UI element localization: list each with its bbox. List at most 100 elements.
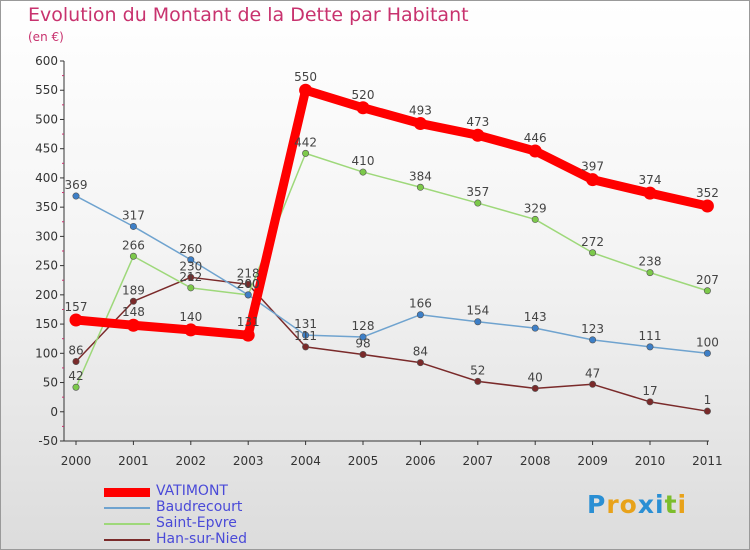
data-label: 131 [237, 315, 260, 329]
data-point [531, 215, 539, 223]
y-tick-label: 0 [50, 405, 58, 419]
data-point [589, 380, 597, 388]
logo-letter: P [587, 490, 607, 519]
data-label: 189 [122, 283, 145, 297]
logo-letter: i [655, 490, 665, 519]
data-label: 397 [581, 160, 604, 174]
data-label: 550 [294, 70, 317, 84]
data-label: 100 [696, 335, 719, 349]
data-point [471, 128, 485, 142]
data-point [359, 350, 367, 358]
data-point [184, 323, 198, 337]
data-point [413, 117, 427, 131]
data-point [302, 149, 310, 157]
data-label: 384 [409, 169, 432, 183]
y-tick-label: 400 [35, 171, 58, 185]
data-label: 200 [237, 277, 260, 291]
data-point [703, 349, 711, 357]
data-point [126, 318, 140, 332]
data-point [703, 287, 711, 295]
data-label: 329 [524, 201, 547, 215]
data-label: 369 [65, 178, 88, 192]
data-point [646, 398, 654, 406]
data-point [129, 252, 137, 260]
series-line-han-sur-nied [75, 276, 709, 412]
chart-title: Evolution du Montant de la Dette par Hab… [28, 4, 469, 26]
data-point [187, 273, 195, 281]
x-tick-label: 2001 [118, 454, 149, 468]
data-label: 357 [466, 185, 489, 199]
y-tick-label: 100 [35, 346, 58, 360]
data-point [700, 199, 714, 213]
data-label: 143 [524, 310, 547, 324]
data-point [359, 168, 367, 176]
y-tick-label: 500 [35, 112, 58, 126]
data-point [129, 297, 137, 305]
proxiti-logo: Proxiti [587, 490, 687, 519]
data-point [528, 144, 542, 158]
data-label: 317 [122, 208, 145, 222]
legend-swatch [104, 523, 150, 525]
data-point [643, 186, 657, 200]
series-line-saint-epvre [75, 152, 709, 388]
legend-swatch [104, 507, 150, 509]
data-label: 352 [696, 186, 719, 200]
logo-letter: t [664, 490, 678, 519]
data-label: 131 [294, 317, 317, 331]
data-label: 42 [68, 369, 83, 383]
data-point [129, 222, 137, 230]
logo-letter: i [677, 490, 688, 519]
data-point [586, 173, 600, 187]
data-label: 86 [68, 343, 83, 357]
data-point [474, 318, 482, 326]
y-tick-label: 300 [35, 229, 58, 243]
data-label: 157 [65, 300, 88, 314]
data-label: 166 [409, 297, 432, 311]
data-point [72, 357, 80, 365]
legend-label: Baudrecourt [156, 499, 243, 515]
data-point [72, 192, 80, 200]
legend-label: Han-sur-Nied [156, 531, 247, 547]
x-tick-label: 2000 [61, 454, 92, 468]
y-tick-label: 600 [35, 54, 58, 68]
data-point [302, 331, 310, 339]
data-label: 272 [581, 235, 604, 249]
x-tick-label: 2002 [176, 454, 207, 468]
data-label: 52 [470, 363, 485, 377]
data-point [589, 336, 597, 344]
data-label: 260 [179, 242, 202, 256]
data-point [356, 101, 370, 115]
y-tick-label: 350 [35, 200, 58, 214]
data-point [531, 324, 539, 332]
data-label: 200 [237, 277, 260, 291]
data-label: 410 [352, 154, 375, 168]
data-label: 473 [466, 115, 489, 129]
series-line-vatimont [71, 85, 712, 340]
y-tick-label: 50 [43, 376, 58, 390]
x-tick-label: 2011 [692, 454, 723, 468]
data-label: 218 [237, 266, 260, 280]
data-point [241, 328, 255, 342]
data-label: 207 [696, 273, 719, 287]
data-label: 17 [642, 384, 657, 398]
y-tick-label: 150 [35, 317, 58, 331]
data-point [187, 256, 195, 264]
data-label: 520 [352, 88, 375, 102]
x-tick-label: 2005 [348, 454, 379, 468]
data-point [474, 377, 482, 385]
data-label: 84 [413, 345, 428, 359]
x-tick-label: 2009 [577, 454, 608, 468]
x-tick-label: 2004 [290, 454, 321, 468]
data-label: 148 [122, 305, 145, 319]
y-tick-label: 250 [35, 259, 58, 273]
series-line-baudrecourt [75, 195, 709, 355]
logo-letter: x [637, 490, 655, 519]
y-tick-label: 200 [35, 288, 58, 302]
data-label: 446 [524, 131, 547, 145]
data-label: 1 [704, 393, 712, 407]
data-label: 238 [639, 255, 662, 269]
x-tick-label: 2003 [233, 454, 264, 468]
logo-letter: o [619, 490, 638, 519]
x-tick-label: 2007 [463, 454, 494, 468]
